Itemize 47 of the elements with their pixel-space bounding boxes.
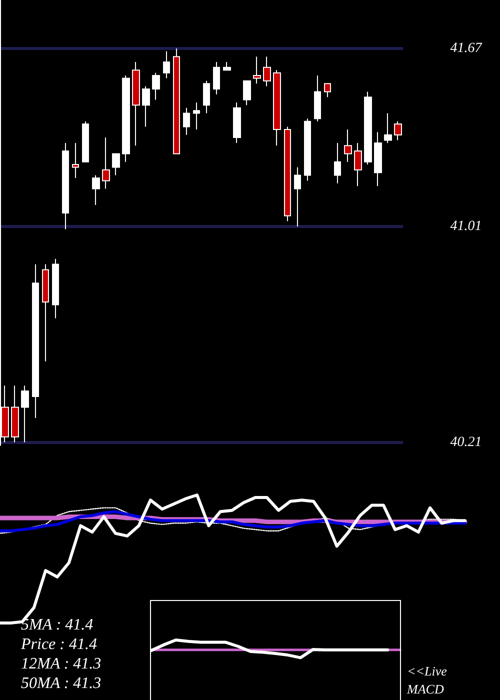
candlestick	[183, 107, 190, 136]
candlestick	[32, 264, 39, 419]
candlestick	[324, 83, 331, 98]
candlestick	[142, 86, 150, 128]
candlestick	[82, 120, 89, 162]
candlestick	[294, 166, 301, 228]
candlestick	[21, 385, 29, 443]
candlestick	[62, 142, 69, 230]
text: Price : 41.4	[20, 636, 97, 653]
annotation: 5MA : 41.4	[21, 616, 94, 634]
candlestick	[374, 132, 382, 187]
candlestick	[92, 174, 100, 206]
candlestick	[52, 258, 59, 319]
candlestick	[193, 102, 200, 130]
candlestick	[344, 128, 352, 162]
candlestick	[223, 62, 231, 71]
candlestick	[334, 142, 341, 184]
candlestick	[132, 62, 140, 146]
candlestick	[42, 264, 49, 362]
candlestick	[163, 50, 170, 79]
candlestick	[364, 91, 372, 166]
candlestick	[203, 80, 210, 114]
candlestick	[273, 70, 281, 146]
text: 50MA : 41.3	[21, 675, 102, 692]
candlestick	[72, 142, 79, 178]
candlestick	[304, 118, 311, 182]
candlestick	[112, 153, 120, 176]
candlestick	[213, 62, 220, 95]
y-tick-label: 40.21	[450, 434, 482, 450]
candlestick	[284, 126, 291, 222]
candlestick	[243, 80, 251, 106]
candlestick	[314, 75, 321, 122]
candlestick	[11, 385, 19, 443]
candlestick	[394, 120, 402, 141]
candlestick	[152, 72, 160, 100]
y-tick-label: 41.67	[450, 41, 483, 56]
candlestick	[173, 48, 180, 154]
y-tick-label: 41.01	[450, 219, 482, 234]
candlestick	[253, 56, 261, 84]
text: <<Live MACD	[406, 664, 450, 696]
candlestick	[354, 142, 362, 187]
text: 12MA : 41.3	[21, 656, 102, 672]
candlestick	[122, 75, 130, 162]
candlestick	[102, 137, 110, 190]
candlestick	[263, 56, 271, 87]
candlestick	[384, 112, 392, 144]
candlestick	[233, 102, 241, 144]
